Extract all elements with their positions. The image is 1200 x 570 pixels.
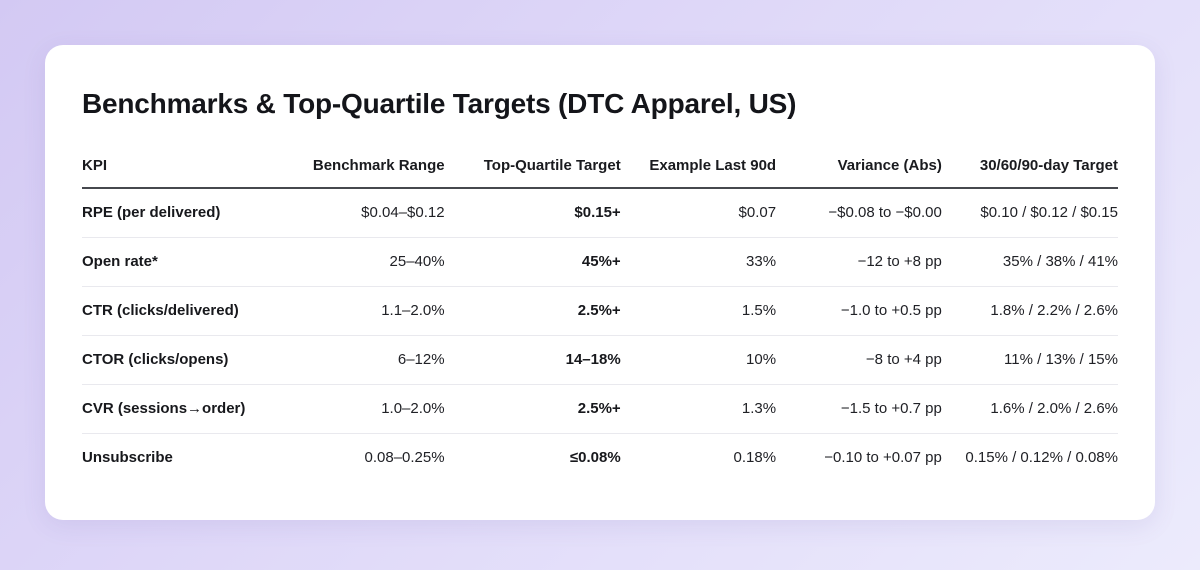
page-title: Benchmarks & Top-Quartile Targets (DTC A… <box>82 88 797 119</box>
kpi-cell: Open rate* <box>82 237 290 287</box>
variance-abs-cell: −0.10 to +0.07 pp <box>824 448 942 466</box>
column-header-variance-abs: Variance (Abs) <box>776 156 942 189</box>
example-last-90d-cell: 33% <box>620 237 777 287</box>
table-row: Unsubscribe 0.08–0.25% ≤0.08% 0.18% −0.1… <box>82 433 1118 482</box>
table-row: CTR (clicks/delivered) 1.1–2.0% 2.5%+ 1.… <box>82 286 1118 336</box>
variance-abs-cell: −$0.08 to −$0.00 <box>776 187 942 238</box>
30-60-90-day-target-cell: 0.15% / 0.12% / 0.08% <box>965 448 1118 466</box>
table-row: CVR (sessions→order) 1.0–2.0% 2.5%+ 1.3%… <box>82 384 1118 434</box>
benchmark-range-cell: 1.1–2.0% <box>289 286 445 336</box>
30-60-90-day-target-cell: 1.6% / 2.0% / 2.6% <box>941 384 1118 434</box>
benchmark-range-cell: 0.08–0.25% <box>364 448 445 466</box>
benchmark-range-cell: 6–12% <box>289 335 445 385</box>
column-header-example-last-90d: Example Last 90d <box>620 156 777 189</box>
table-row: CTOR (clicks/opens) 6–12% 14–18% 10% −8 … <box>82 335 1118 385</box>
30-60-90-day-target-cell: 35% / 38% / 41% <box>941 237 1118 287</box>
variance-abs-cell: −8 to +4 pp <box>776 335 942 385</box>
kpi-cell: CTOR (clicks/opens) <box>82 335 290 385</box>
benchmarks-table: KPI Benchmark Range Top-Quartile Target … <box>82 156 1118 482</box>
column-header-30-60-90-day-target: 30/60/90-day Target <box>941 156 1118 189</box>
example-last-90d-cell: 1.3% <box>620 384 777 434</box>
kpi-cell: Unsubscribe <box>82 448 173 466</box>
example-last-90d-cell: 10% <box>620 335 777 385</box>
top-quartile-target-cell: ≤0.08% <box>569 448 621 466</box>
example-last-90d-cell: 1.5% <box>620 286 777 336</box>
example-last-90d-cell: 0.18% <box>733 448 777 466</box>
table-header-row: KPI Benchmark Range Top-Quartile Target … <box>82 156 1118 189</box>
example-last-90d-cell: $0.07 <box>620 187 777 238</box>
variance-abs-cell: −12 to +8 pp <box>776 237 942 287</box>
top-quartile-target-cell: $0.15+ <box>444 187 621 238</box>
benchmark-range-cell: 25–40% <box>289 237 445 287</box>
column-header-kpi: KPI <box>82 156 290 189</box>
kpi-cell: CTR (clicks/delivered) <box>82 286 290 336</box>
top-quartile-target-cell: 45%+ <box>444 237 621 287</box>
top-quartile-target-cell: 2.5%+ <box>444 286 621 336</box>
30-60-90-day-target-cell: $0.10 / $0.12 / $0.15 <box>941 187 1118 238</box>
kpi-cell: CVR (sessions→order) <box>82 384 290 434</box>
table-row: RPE (per delivered) $0.04–$0.12 $0.15+ $… <box>82 187 1118 238</box>
benchmarks-card: Benchmarks & Top-Quartile Targets (DTC A… <box>45 45 1155 520</box>
30-60-90-day-target-cell: 11% / 13% / 15% <box>941 335 1118 385</box>
top-quartile-target-cell: 14–18% <box>444 335 621 385</box>
30-60-90-day-target-cell: 1.8% / 2.2% / 2.6% <box>941 286 1118 336</box>
benchmark-range-cell: 1.0–2.0% <box>289 384 445 434</box>
column-header-top-quartile-target: Top-Quartile Target <box>444 156 621 189</box>
kpi-cell: RPE (per delivered) <box>82 187 290 238</box>
benchmark-range-cell: $0.04–$0.12 <box>289 187 445 238</box>
variance-abs-cell: −1.5 to +0.7 pp <box>776 384 942 434</box>
table-row: Open rate* 25–40% 45%+ 33% −12 to +8 pp … <box>82 237 1118 287</box>
column-header-benchmark-range: Benchmark Range <box>289 156 445 189</box>
variance-abs-cell: −1.0 to +0.5 pp <box>776 286 942 336</box>
top-quartile-target-cell: 2.5%+ <box>444 384 621 434</box>
